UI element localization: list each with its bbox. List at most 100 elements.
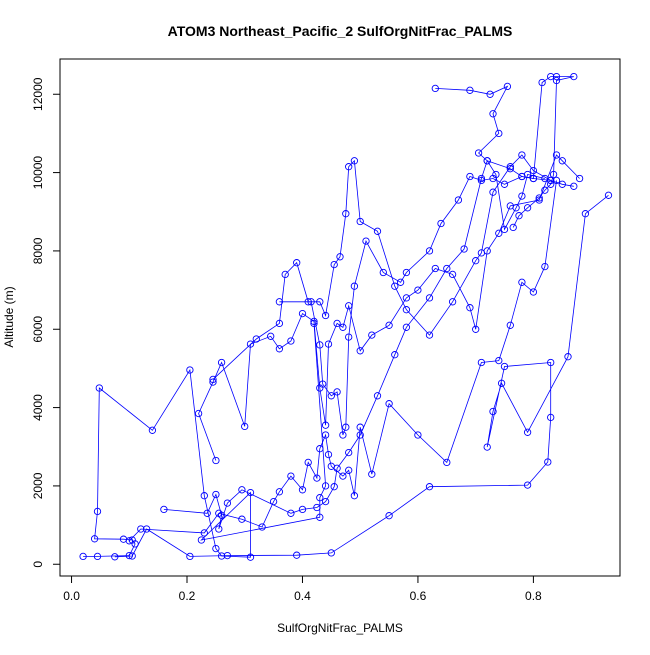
y-tick-label: 0 xyxy=(31,561,45,568)
data-point xyxy=(581,210,590,218)
data-point xyxy=(368,470,376,478)
data-point xyxy=(506,202,514,210)
data-point xyxy=(385,512,393,520)
y-axis-label: Altitude (m) xyxy=(2,286,16,347)
data-point xyxy=(547,180,555,188)
data-point xyxy=(90,535,99,543)
chart-title: ATOM3 Northeast_Pacific_2 SulfOrgNitFrac… xyxy=(168,23,513,39)
data-point xyxy=(298,505,307,514)
data-point xyxy=(518,192,526,200)
data-point xyxy=(385,400,393,408)
data-point xyxy=(529,288,538,296)
data-point xyxy=(483,157,491,165)
series-line-5 xyxy=(198,154,580,461)
data-point xyxy=(523,481,532,489)
data-point xyxy=(321,431,330,439)
data-point xyxy=(321,482,330,490)
data-point xyxy=(275,488,284,496)
x-axis: 0.0 0.2 0.4 0.6 0.8 xyxy=(63,575,542,603)
data-point xyxy=(293,551,301,559)
data-point xyxy=(209,375,217,384)
data-point xyxy=(564,353,572,361)
data-point xyxy=(238,515,246,523)
x-tick-label: 0.6 xyxy=(410,589,427,603)
data-point xyxy=(217,511,226,519)
data-point xyxy=(373,392,382,400)
data-point xyxy=(547,72,555,81)
data-point xyxy=(402,294,411,302)
data-point xyxy=(321,311,330,320)
data-point xyxy=(448,298,457,306)
data-point xyxy=(552,72,561,81)
y-tick-label: 8000 xyxy=(31,237,45,264)
data-point xyxy=(518,151,526,159)
data-point xyxy=(362,237,370,245)
data-point xyxy=(414,431,422,439)
data-point xyxy=(570,182,578,190)
data-point xyxy=(316,298,324,306)
data-point xyxy=(402,268,411,277)
data-point xyxy=(95,384,103,392)
y-axis: 0 2000 4000 6000 8000 10000 12000 xyxy=(31,77,61,568)
data-point xyxy=(549,170,558,179)
data-point xyxy=(472,325,480,333)
data-point xyxy=(466,172,474,181)
data-point xyxy=(194,409,203,418)
x-axis-label: SulfOrgNitFrac_PALMS xyxy=(277,621,403,635)
data-point xyxy=(425,483,434,491)
data-point xyxy=(443,264,451,273)
data-point xyxy=(486,90,494,98)
data-point xyxy=(541,262,549,271)
data-point xyxy=(316,341,324,349)
x-tick-label: 0.8 xyxy=(525,589,542,603)
data-point xyxy=(287,337,295,345)
data-point xyxy=(345,333,353,341)
data-point xyxy=(246,553,255,561)
data-point xyxy=(472,257,480,265)
data-point xyxy=(160,505,168,514)
data-point xyxy=(128,536,136,544)
series-layer xyxy=(79,72,613,561)
data-point xyxy=(223,499,232,507)
data-point xyxy=(506,165,514,173)
data-point xyxy=(477,249,486,257)
data-point xyxy=(125,537,133,545)
data-point xyxy=(333,388,341,396)
data-point xyxy=(212,490,220,499)
data-point xyxy=(200,529,208,537)
data-point xyxy=(345,163,353,171)
data-point xyxy=(215,525,223,533)
data-point xyxy=(339,472,347,480)
data-point xyxy=(212,544,220,553)
series-line-1 xyxy=(83,323,327,558)
series-line-3 xyxy=(129,180,557,542)
data-point xyxy=(342,210,350,218)
data-point xyxy=(500,362,509,371)
data-point xyxy=(529,166,538,175)
data-point xyxy=(547,358,555,367)
data-point xyxy=(506,163,514,171)
x-tick-label: 0.2 xyxy=(179,589,196,603)
x-tick-label: 0.4 xyxy=(294,589,311,603)
data-point xyxy=(431,264,439,273)
data-point xyxy=(275,298,284,306)
data-point xyxy=(345,466,353,474)
data-point xyxy=(197,536,206,544)
data-point xyxy=(293,259,301,267)
data-point xyxy=(246,340,255,348)
series-line-4 xyxy=(163,159,545,530)
data-point xyxy=(535,196,543,204)
data-point xyxy=(342,423,350,431)
data-point xyxy=(330,260,338,269)
data-point xyxy=(497,379,506,387)
data-point xyxy=(275,345,284,353)
data-point xyxy=(402,306,411,314)
data-point xyxy=(547,413,555,422)
data-point xyxy=(477,174,486,183)
y-tick-label: 10000 xyxy=(31,156,45,190)
data-point xyxy=(324,340,333,348)
data-point xyxy=(515,212,523,220)
data-point xyxy=(350,282,359,290)
